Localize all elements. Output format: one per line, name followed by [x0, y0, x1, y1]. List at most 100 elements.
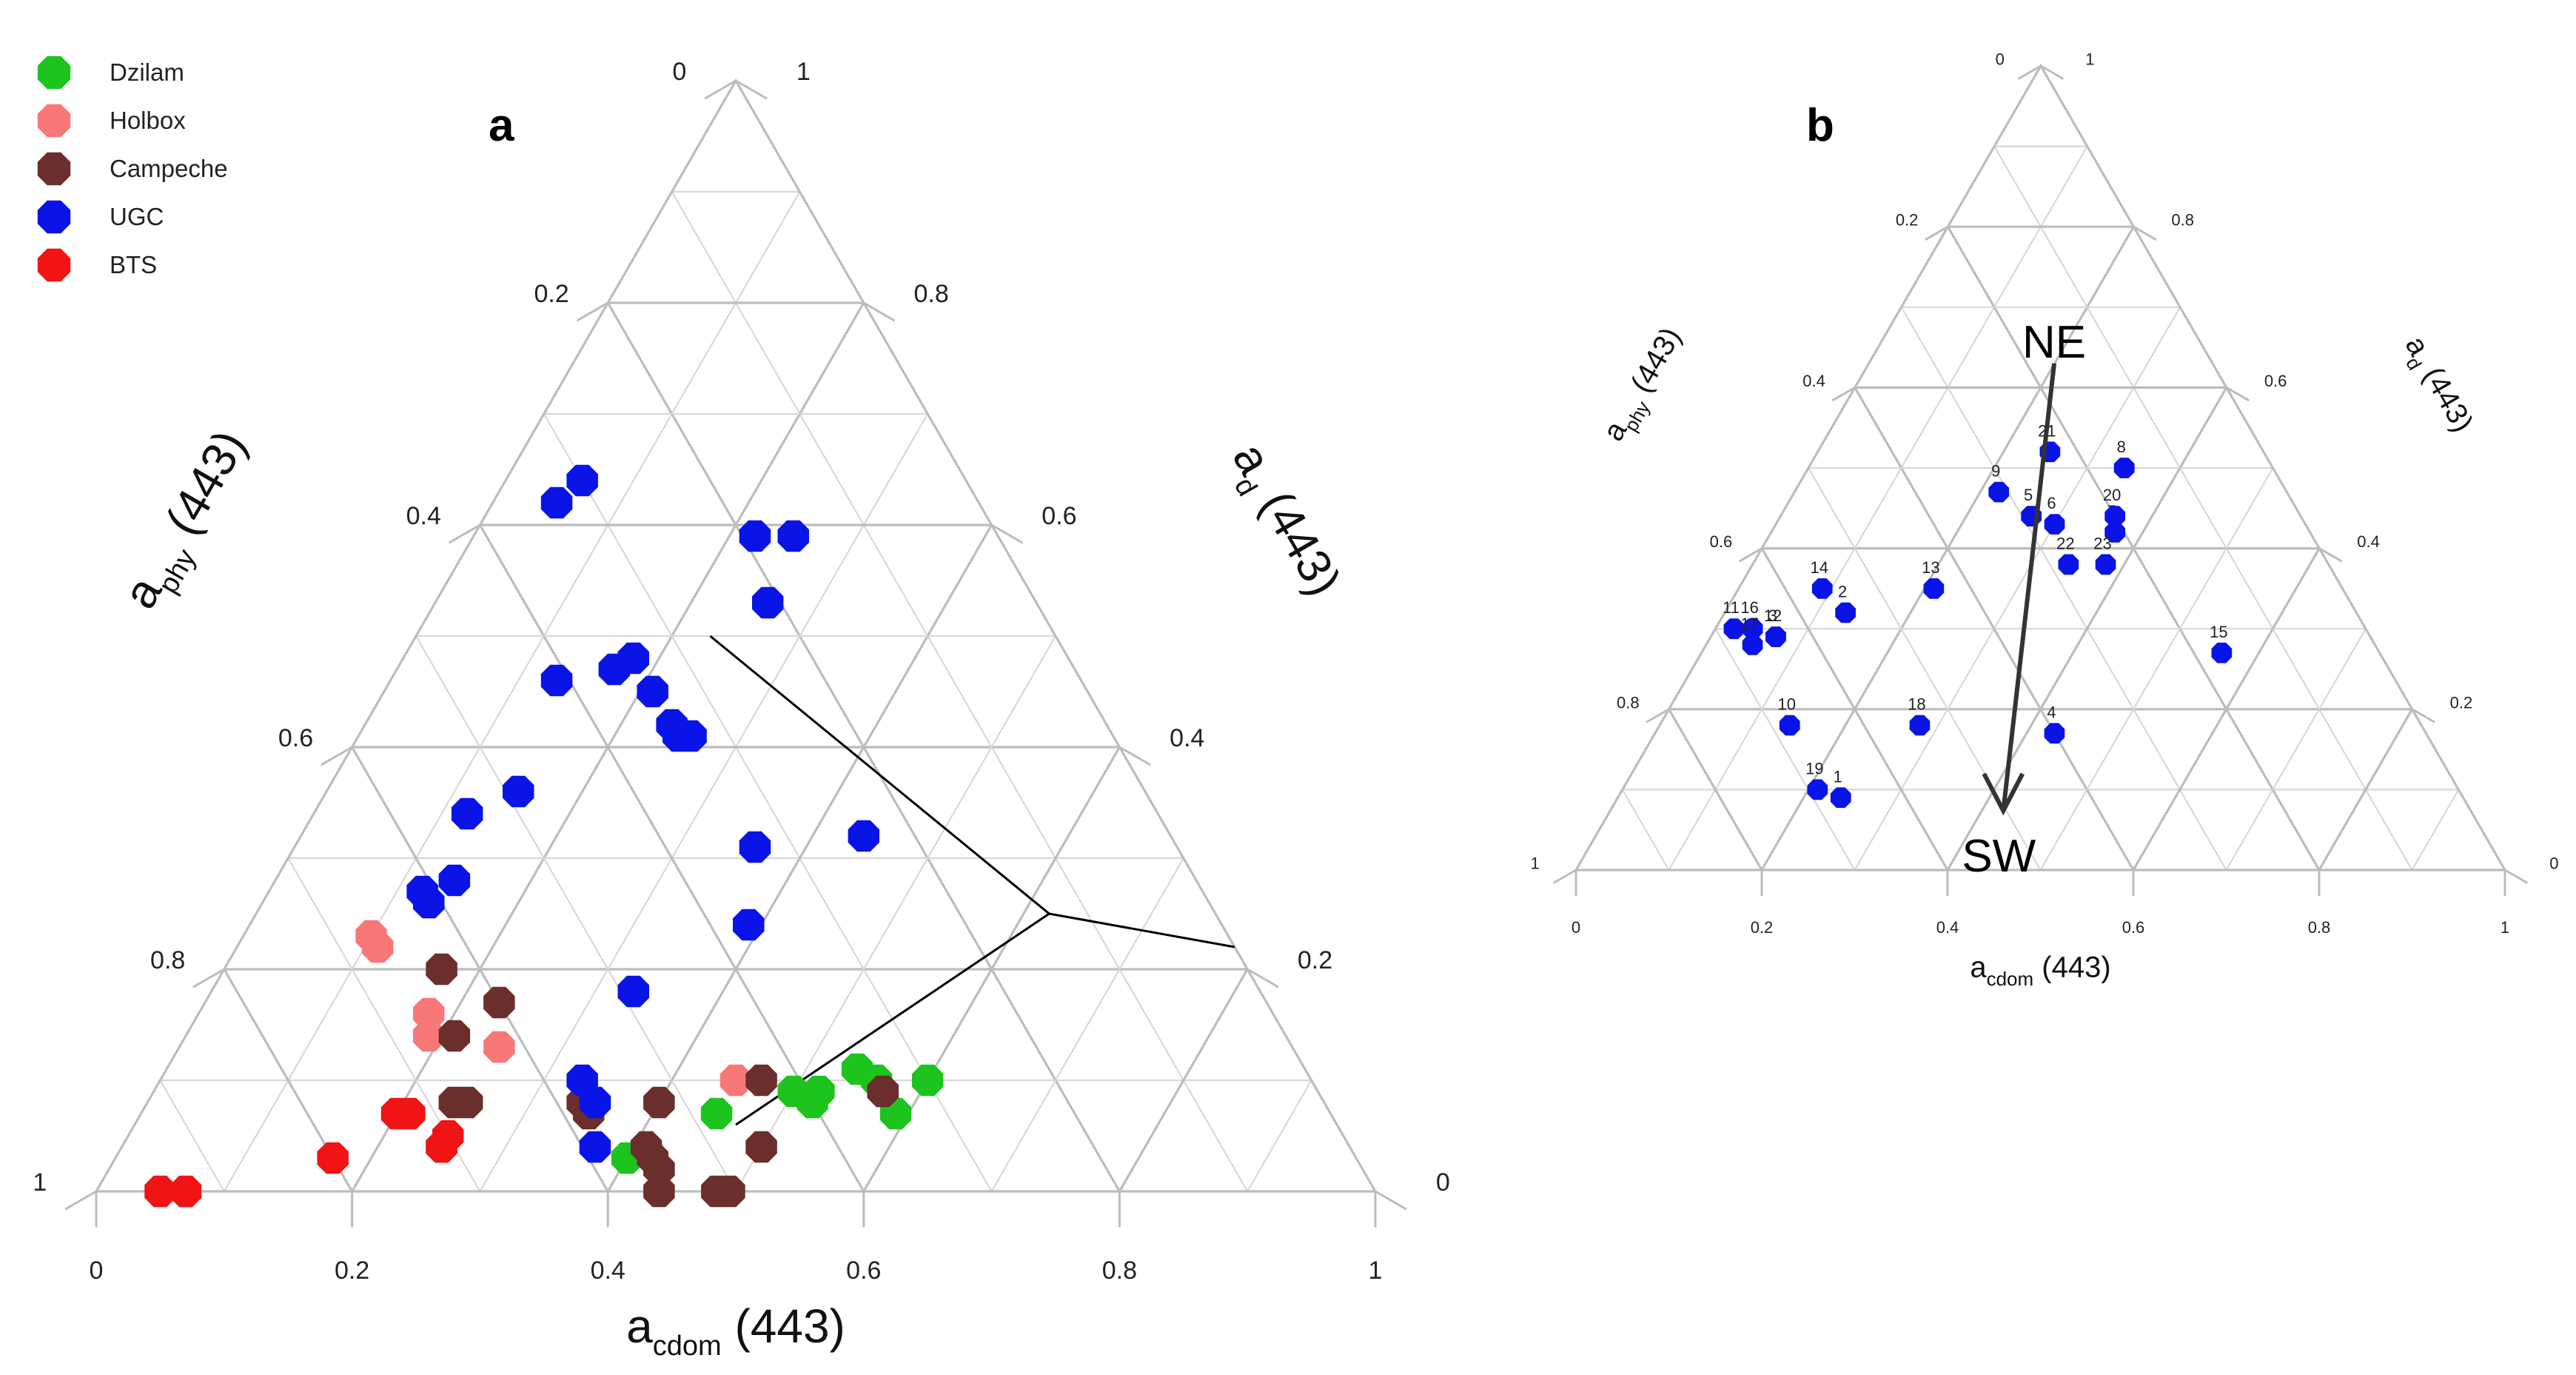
axis-title-right: ad (443) [2393, 331, 2479, 441]
grid-line-phy [1668, 708, 1763, 871]
point-ugc [1835, 602, 1856, 623]
tick-label-bottom: 0.6 [2122, 918, 2145, 937]
tick-label-bottom: 0.4 [1936, 918, 1959, 937]
tick-label-left: 0.6 [278, 724, 313, 752]
axis-title-left: aphy (443) [1597, 322, 1693, 449]
grid-line-cdom [990, 857, 1184, 1192]
point-bts [317, 1142, 349, 1174]
grid-line-phy [1760, 547, 1949, 871]
grid-line-phy [159, 1080, 225, 1192]
point-ugc [2113, 458, 2135, 478]
point-ugc [739, 520, 771, 552]
point-ugc [1742, 618, 1763, 640]
point-ugc [451, 797, 483, 830]
point-ugc [1909, 715, 1931, 736]
point-ugc [540, 664, 573, 697]
point-ugc [1742, 635, 1763, 655]
axis-title-main: a [1970, 951, 1987, 983]
point-bts [394, 1097, 426, 1130]
tick-mark-right [2226, 387, 2250, 402]
tick-label-bottom: 0.2 [1751, 918, 1774, 937]
tick-mark-left [1925, 225, 1949, 241]
point-id-label: 16 [1740, 598, 1758, 617]
point-ugc [848, 820, 879, 852]
point-ugc [2044, 514, 2065, 535]
tick-label-left: 0.8 [150, 946, 185, 974]
point-ugc [663, 720, 694, 752]
point-campeche [745, 1064, 777, 1097]
point-bts [426, 1131, 457, 1163]
legend-label-dzilam: Dzilam [110, 58, 184, 86]
panel-label: b [1806, 100, 1834, 151]
legend-marker-dzilam [37, 56, 71, 90]
point-holbox [413, 1020, 445, 1052]
point-ugc [2104, 522, 2125, 543]
tick-label-left: 0.8 [1617, 693, 1640, 712]
legend-marker-campeche [37, 152, 71, 186]
grid-line-cdom [1668, 146, 2088, 871]
point-id-label: 18 [1908, 695, 1925, 714]
point-id-label: 23 [2093, 534, 2111, 552]
point-id-label: 9 [1991, 462, 2000, 481]
point-id-label: 5 [2024, 486, 2033, 504]
point-id-label: 11 [1723, 598, 1740, 617]
point-ugc [637, 675, 668, 708]
tick-mark-left [448, 523, 481, 544]
tick-mark-right [2133, 225, 2157, 241]
point-ugc [1811, 578, 1833, 599]
tick-mark-right [1118, 746, 1152, 766]
point-ugc [617, 642, 649, 675]
ticks-b: 0 0 0 0.2 0.2 0.2 0.4 0.4 0.4 0.6 0.6 0.6 0.8 0.8 0.8 1… [1531, 50, 2559, 937]
grid-line-phy [671, 191, 1249, 1192]
point-ugc [2095, 554, 2116, 575]
ternary-plot-a: 0 0 0 0.2 0.2 0.2 0.4 0.4 0.4 0.6 0.6 0.6 0.8 0.8 0.8 1… [33, 58, 1449, 1362]
grid-line-cdom [2039, 467, 2274, 871]
axis-title-left: aphy (443) [113, 421, 264, 622]
arrow-shaft [2001, 363, 2057, 812]
legend-marker-ugc [37, 200, 71, 234]
point-ugc [2211, 642, 2233, 663]
grid-line-phy [1714, 628, 1856, 871]
point-ugc [733, 909, 765, 941]
tick-label-bottom: 0 [1572, 918, 1580, 937]
point-ugc [1779, 715, 1800, 736]
point-ugc [1723, 618, 1745, 640]
ternary-plot-b: 0 0 0 0.2 0.2 0.2 0.4 0.4 0.4 0.6 0.6 0.6 0.8 0.8 0.8 1… [1531, 50, 2559, 990]
point-ugc [617, 975, 649, 1008]
point-id-label: 12 [1764, 606, 1782, 625]
point-id-label: 1 [1834, 767, 1842, 786]
axis-title-bottom: acdom (443) [1970, 951, 2110, 990]
axis-title-suffix: (443) [148, 421, 256, 555]
tick-mark-left [1739, 547, 1762, 563]
point-ugc [540, 486, 573, 519]
tick-label-left: 0 [672, 58, 686, 86]
legend-label-bts: BTS [110, 251, 157, 278]
grid-line-phy [543, 413, 993, 1192]
point-campeche [643, 1086, 675, 1119]
legend-label-holbox: Holbox [110, 107, 186, 134]
legend-marker-bts [37, 248, 71, 282]
tick-label-left: 0.4 [1802, 372, 1825, 390]
axis-title-suffix: (443) [1620, 322, 1687, 405]
point-holbox [483, 1031, 515, 1063]
grid-line-cdom [1118, 968, 1249, 1192]
point-ugc [2104, 506, 2125, 526]
arrow-end-label: SW [1962, 831, 2036, 882]
point-campeche [426, 953, 457, 986]
tick-label-right: 0.4 [1170, 724, 1204, 752]
ticks-a: 0 0 0 0.2 0.2 0.2 0.4 0.4 0.4 0.6 0.6 0.6 0.8 0.8 0.8 1… [33, 58, 1449, 1285]
tick-label-right: 0.2 [2450, 693, 2473, 712]
axis-title-sub: cdom [1987, 968, 2034, 990]
tick-mark-right [2504, 869, 2529, 884]
tick-label-bottom: 1 [2500, 918, 2509, 937]
point-campeche [643, 1175, 675, 1208]
tick-mark-right [2318, 547, 2343, 563]
grid-line-cdom [2411, 789, 2460, 871]
axis-title-suffix: (443) [2033, 951, 2111, 983]
tick-label-left: 1 [33, 1168, 47, 1197]
point-bts [170, 1175, 202, 1208]
tick-label-left: 1 [1531, 854, 1540, 873]
point-ugc [1923, 578, 1945, 599]
point-holbox [361, 931, 394, 963]
point-id-label: 17 [1740, 615, 1758, 633]
